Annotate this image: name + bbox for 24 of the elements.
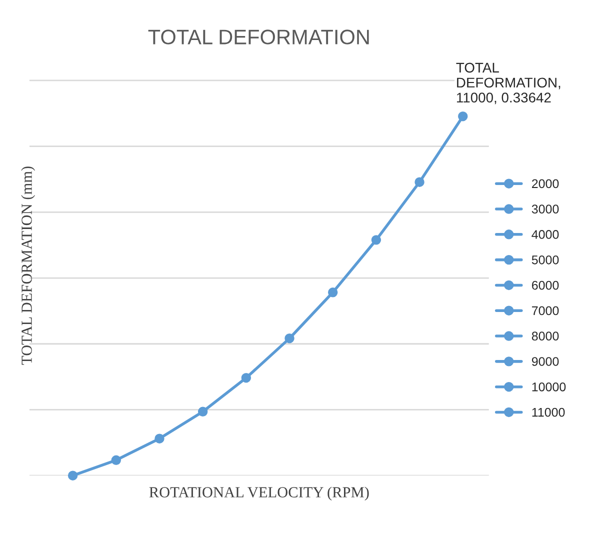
x-axis-title: ROTATIONAL VELOCITY (RPM) [149, 486, 369, 501]
legend-label: 2000 [532, 179, 559, 188]
legend-label: 9000 [532, 357, 559, 366]
point [111, 455, 121, 465]
legend-label: 3000 [532, 204, 559, 214]
point [328, 288, 338, 298]
point [284, 334, 294, 344]
y-axis-title: TOTAL DEFORMATION (mm) [21, 166, 36, 365]
chart-title: TOTAL DEFORMATION [148, 30, 369, 44]
legend-label: 4000 [532, 230, 559, 239]
legend-label: 5000 [532, 255, 559, 264]
text: TOTAL DEFORMATION, 11000, 0.33642 [456, 62, 560, 104]
point [198, 406, 208, 416]
point [371, 235, 382, 245]
legend-label: 11000 [532, 408, 565, 417]
point [154, 434, 164, 444]
legend-label: 8000 [532, 332, 559, 341]
point [414, 177, 424, 187]
point [241, 373, 252, 383]
point [68, 470, 78, 480]
legend-label: 7000 [532, 306, 559, 316]
legend-label: 10000 [532, 382, 566, 392]
point [458, 112, 468, 122]
legend-label: 6000 [532, 280, 559, 290]
